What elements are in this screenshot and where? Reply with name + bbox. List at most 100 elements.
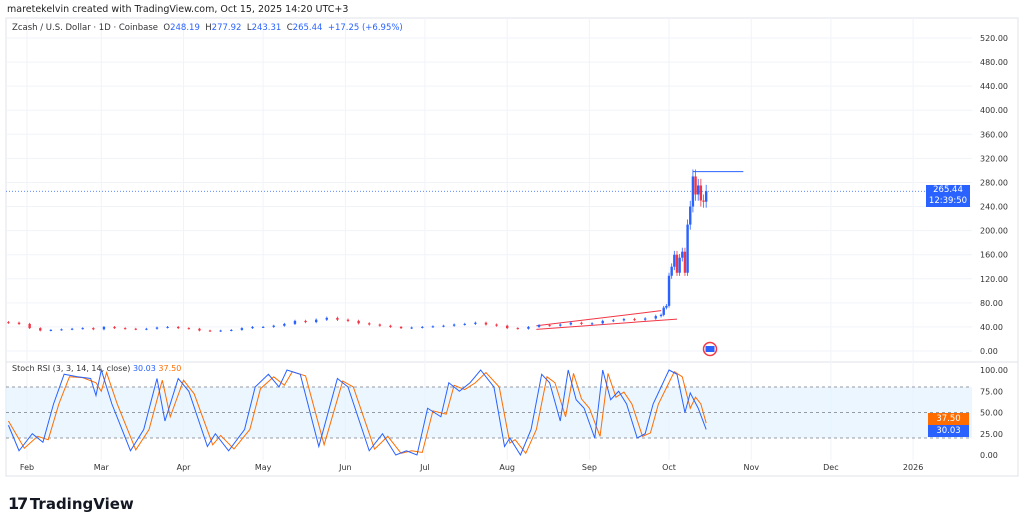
- candle-body: [675, 254, 679, 273]
- rsi-tick-label: 50.00: [980, 409, 1003, 418]
- candle-body: [230, 329, 233, 331]
- low-value: 243.31: [251, 23, 282, 33]
- candle-body: [686, 224, 689, 273]
- candle-body: [691, 176, 695, 207]
- candle-body: [325, 317, 328, 320]
- candle-body: [633, 319, 636, 321]
- candle-body: [272, 325, 275, 327]
- candle-body: [368, 323, 371, 325]
- candle-body: [113, 326, 116, 329]
- rsi-tick-label: 75.00: [980, 387, 1003, 396]
- time-tick-label: Aug: [499, 463, 515, 472]
- logo-text: TradingView: [29, 495, 134, 513]
- time-tick-label: Nov: [743, 463, 759, 472]
- candle-body: [336, 317, 339, 320]
- change-value: +17.25 (+6.95%): [327, 23, 403, 33]
- candle-body: [219, 330, 222, 332]
- candle-body: [240, 328, 244, 330]
- candle-body: [357, 320, 360, 324]
- k-axis-label: 30.03: [928, 425, 969, 437]
- candle-body: [537, 325, 541, 327]
- candle-body: [601, 320, 604, 324]
- candle-body: [694, 176, 697, 195]
- candle-body: [673, 254, 676, 267]
- candle-body: [643, 318, 647, 320]
- stoch-rsi-legend[interactable]: Stoch RSI (3, 3, 14, 14, close) 30.03 37…: [12, 364, 181, 373]
- close-label: C: [286, 23, 293, 33]
- candle-body: [495, 324, 498, 326]
- candle-body: [590, 323, 594, 325]
- candle-body: [314, 319, 318, 323]
- candle-body: [665, 305, 668, 308]
- candle-body: [667, 275, 671, 306]
- candle-body: [70, 328, 74, 330]
- candle-body: [102, 326, 106, 330]
- indicator-name: Stoch RSI (3, 3, 14, 14, close): [12, 364, 131, 373]
- candle-body: [17, 322, 21, 324]
- us-flag-event-icon-fill: [705, 346, 715, 352]
- chart-frame: [5, 17, 1019, 477]
- time-tick-label: Jun: [338, 463, 352, 472]
- candle-body: [683, 251, 687, 273]
- candle-body: [463, 323, 466, 325]
- candle-body: [155, 327, 159, 329]
- rsi-tick-label: 100.00: [980, 366, 1008, 375]
- price-tick-label: 280.00: [980, 178, 1008, 187]
- candle-body: [569, 322, 573, 325]
- candle-body: [659, 314, 663, 317]
- high-label: H: [205, 23, 212, 33]
- candle-body: [123, 328, 127, 330]
- candle-body: [283, 323, 286, 326]
- candle-body: [442, 325, 445, 327]
- k-value: 30.03: [132, 364, 156, 373]
- open-label: O: [163, 23, 171, 33]
- candle-body: [177, 326, 180, 329]
- candle-body: [166, 326, 169, 328]
- time-tick-label: Jul: [419, 463, 430, 472]
- price-tick-label: 200.00: [980, 227, 1008, 236]
- time-tick-label: Mar: [94, 463, 110, 472]
- candle-body: [697, 185, 700, 195]
- time-tick-label: Apr: [177, 463, 192, 472]
- author-credit: maretekelvin created with TradingView.co…: [7, 4, 349, 15]
- price-tick-label: 480.00: [980, 58, 1008, 67]
- time-tick-label: Feb: [20, 463, 34, 472]
- candle-body: [654, 316, 657, 319]
- symbol-legend: Zcash / U.S. Dollar · 1D · Coinbase O248…: [12, 23, 403, 33]
- candle-body: [7, 322, 10, 324]
- price-tick-label: 40.00: [980, 323, 1003, 332]
- candle-body: [452, 324, 456, 326]
- candle-body: [678, 257, 681, 273]
- candle-body: [474, 322, 477, 324]
- bar-countdown: 12:39:50: [928, 196, 968, 206]
- candle-body: [699, 185, 703, 201]
- candle-body: [431, 326, 435, 328]
- candle-body: [580, 322, 583, 324]
- candle-body: [484, 322, 488, 325]
- time-tick-label: Sep: [582, 463, 597, 472]
- candle-body: [39, 328, 42, 331]
- candle-body: [559, 324, 562, 326]
- candle-body: [505, 325, 509, 329]
- candle-body: [134, 328, 137, 330]
- candle-body: [702, 200, 705, 202]
- candle-body: [670, 266, 673, 276]
- candle-body: [516, 328, 520, 330]
- candle-body: [399, 326, 403, 329]
- last-price-label: 265.44 12:39:50: [926, 185, 970, 207]
- time-tick-label: May: [255, 463, 272, 472]
- candle-body: [612, 320, 615, 322]
- price-tick-label: 120.00: [980, 275, 1008, 284]
- candle-body: [251, 326, 254, 329]
- candle-body: [304, 320, 307, 323]
- last-price: 265.44: [933, 185, 963, 195]
- rsi-tick-label: 0.00: [980, 451, 998, 460]
- symbol-name[interactable]: Zcash / U.S. Dollar · 1D · Coinbase: [12, 23, 158, 33]
- tv-logo-icon: 𝟭𝟳: [8, 494, 30, 513]
- candle-body: [410, 327, 413, 329]
- close-value: 265.44: [292, 23, 323, 33]
- price-tick-label: 160.00: [980, 251, 1008, 260]
- candle-body: [704, 191, 708, 202]
- candle-body: [378, 324, 382, 326]
